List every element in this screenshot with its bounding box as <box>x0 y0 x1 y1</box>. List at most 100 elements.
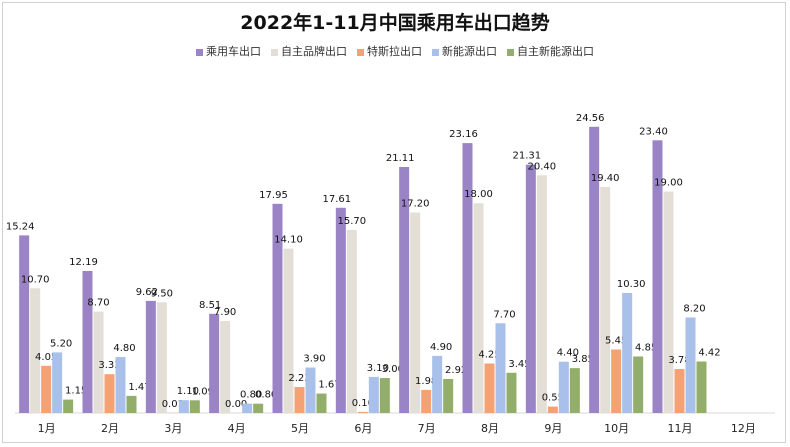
data-label: 23.40 <box>639 126 668 137</box>
data-label: 20.40 <box>528 161 557 172</box>
bar <box>368 376 379 413</box>
data-label: 19.40 <box>591 173 620 184</box>
bar <box>178 400 189 413</box>
data-label: 2.23 <box>288 373 310 384</box>
data-label: 4.90 <box>430 342 452 353</box>
data-label: 23.16 <box>449 129 478 140</box>
bar <box>685 317 696 413</box>
data-label: 0.00 <box>225 399 247 410</box>
legend-item: 自主新能源出口 <box>507 43 594 59</box>
bar <box>473 203 484 413</box>
bar <box>569 368 580 413</box>
data-label: 15.70 <box>338 216 367 227</box>
legend-item: 特斯拉出口 <box>357 43 422 59</box>
data-label: 8.20 <box>683 303 705 314</box>
bar <box>220 320 231 413</box>
data-label: 4.85 <box>635 342 657 353</box>
data-label: 7.90 <box>214 307 236 318</box>
legend-label: 特斯拉出口 <box>367 45 422 58</box>
bar <box>294 387 305 413</box>
data-label: 9.62 <box>136 287 158 298</box>
legend-swatch <box>507 48 514 56</box>
x-tick-label: 1月 <box>38 422 56 435</box>
data-label: 8.70 <box>87 298 109 309</box>
data-label: 1.98 <box>415 376 437 387</box>
legend-item: 新能源出口 <box>432 43 497 59</box>
legend-item: 自主品牌出口 <box>271 43 347 59</box>
data-label: 4.05 <box>35 352 57 363</box>
bar <box>335 207 346 413</box>
x-tick-label: 10月 <box>604 422 629 435</box>
bar <box>525 164 536 413</box>
bar <box>379 378 390 413</box>
legend-label: 乘用车出口 <box>206 45 261 58</box>
data-label: 14.10 <box>274 235 303 246</box>
data-label: 19.00 <box>654 178 683 189</box>
bar <box>443 378 454 413</box>
bar <box>495 323 506 413</box>
bar <box>410 212 421 413</box>
x-tick-label: 7月 <box>418 422 436 435</box>
bar <box>399 166 410 413</box>
bar <box>558 361 569 413</box>
legend-swatch <box>357 48 364 56</box>
data-label: 21.11 <box>386 153 415 164</box>
legend-label: 自主新能源出口 <box>517 45 594 58</box>
bar <box>41 365 52 413</box>
legend-swatch <box>196 48 203 56</box>
data-label: 3.78 <box>668 355 690 366</box>
data-label: 1.67 <box>318 380 340 391</box>
bar <box>63 399 74 413</box>
bar <box>547 406 558 413</box>
bar <box>536 175 547 413</box>
data-label: 1.15 <box>65 386 87 397</box>
x-tick-label: 4月 <box>228 422 246 435</box>
data-label: 17.61 <box>323 194 352 205</box>
x-tick-label: 9月 <box>544 422 562 435</box>
data-label: 3.33 <box>98 360 120 371</box>
x-tick-label: 8月 <box>481 422 499 435</box>
bar <box>104 374 115 413</box>
data-label: 0.01 <box>162 399 184 410</box>
bar <box>126 395 137 413</box>
data-label: 10.70 <box>21 274 50 285</box>
data-label: 5.20 <box>50 338 72 349</box>
bar <box>432 355 443 413</box>
data-label: 4.40 <box>557 348 579 359</box>
data-label: 10.30 <box>617 279 646 290</box>
data-label: 15.24 <box>6 221 35 232</box>
x-tick-label: 3月 <box>164 422 182 435</box>
bar <box>611 349 622 413</box>
data-label: 4.42 <box>698 347 720 358</box>
bar <box>253 403 264 413</box>
bar <box>600 186 611 413</box>
legend-item: 乘用车出口 <box>196 43 261 59</box>
bar <box>357 411 368 413</box>
bar <box>462 143 473 413</box>
data-label: 0.10 <box>352 398 374 409</box>
data-label: 18.00 <box>464 189 493 200</box>
data-label: 1.10 <box>177 386 199 397</box>
bar <box>115 357 126 413</box>
legend-swatch <box>432 48 439 56</box>
bar <box>30 288 41 413</box>
data-label: 0.80 <box>240 390 262 401</box>
data-label: 3.00 <box>382 364 404 375</box>
x-tick-label: 2月 <box>101 422 119 435</box>
data-label: 4.80 <box>113 343 135 354</box>
bar <box>242 403 253 413</box>
bar <box>421 389 432 413</box>
bar <box>674 368 685 413</box>
chart-title: 2022年1-11月中国乘用车出口趋势 <box>240 12 550 34</box>
legend-swatch <box>271 48 278 56</box>
data-label: 3.45 <box>508 359 530 370</box>
bar <box>316 393 327 413</box>
bar <box>145 300 156 413</box>
bar <box>696 361 707 413</box>
data-label: 9.50 <box>151 288 173 299</box>
bar <box>156 302 167 413</box>
bar <box>663 191 674 413</box>
data-label: 3.85 <box>572 354 594 365</box>
x-tick-label: 12月 <box>731 422 756 435</box>
